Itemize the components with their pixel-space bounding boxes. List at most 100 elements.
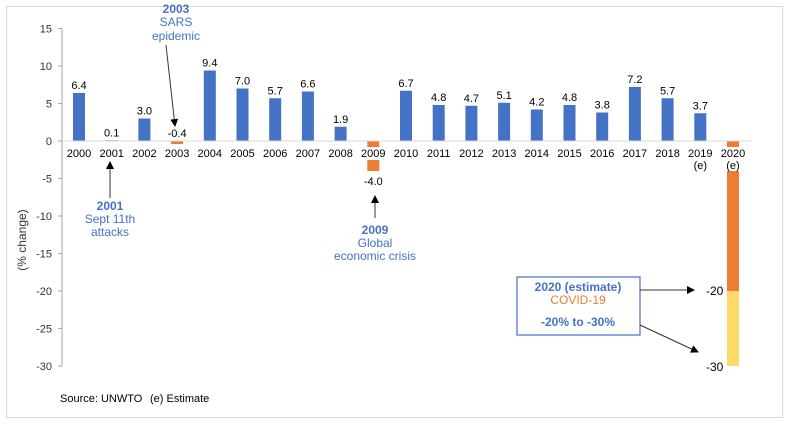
annotation-2001-line1: Sept 11th xyxy=(85,212,135,226)
x-tick-label-bg xyxy=(556,147,583,160)
source-text: Source: UNWTO xyxy=(60,393,143,405)
x-tick-label-bg xyxy=(491,147,518,160)
x-tick-label-bg xyxy=(720,147,746,171)
bar-2007 xyxy=(301,91,314,141)
bar-2020-estimate-range xyxy=(727,291,739,366)
annotation-2009-title: 2009 xyxy=(362,223,389,237)
bar-2005 xyxy=(236,88,249,141)
bar-2020-estimate-low xyxy=(727,141,739,291)
x-tick-label-2014: 2014 xyxy=(525,148,549,160)
x-tick-suffix-2020: (e) xyxy=(726,160,739,172)
chart-frame xyxy=(6,6,783,418)
data-label-2014: 4.2 xyxy=(529,97,544,109)
data-label-2007: 6.6 xyxy=(300,79,315,91)
x-tick-label-2016: 2016 xyxy=(590,148,614,160)
x-tick-label-bg xyxy=(164,147,191,160)
x-tick-label-bg xyxy=(131,147,158,160)
y-tick-label: 5 xyxy=(46,99,52,111)
bar-2018 xyxy=(661,98,674,141)
callout-subtitle: COVID-19 xyxy=(550,293,606,307)
x-tick-label-bg xyxy=(66,147,92,160)
x-tick-label-2017: 2017 xyxy=(623,148,647,160)
estimate-note: (e) Estimate xyxy=(150,393,209,405)
annotation-2009: 2009 Global economic crisis xyxy=(334,223,416,263)
x-tick-suffix-2019: (e) xyxy=(694,160,707,172)
y-axis-label-clipped: (millions) xyxy=(5,216,19,264)
arrow-to-minus-30 xyxy=(639,324,699,353)
x-tick-label-bg xyxy=(196,147,223,160)
bar-2012 xyxy=(465,105,478,141)
y-tick-label: 10 xyxy=(40,61,52,73)
annotation-2001: 2001 Sept 11th attacks xyxy=(85,199,135,239)
x-tick-label-2001: 2001 xyxy=(99,148,123,160)
bar-2008 xyxy=(334,126,347,141)
label-minus-30: -30 xyxy=(706,360,724,374)
data-label-2012: 4.7 xyxy=(464,93,479,105)
y-axis-label: (% change) xyxy=(15,209,29,270)
bar-2003 xyxy=(171,141,184,144)
annotation-2009-line1: Global xyxy=(358,236,393,250)
y-tick-label: -15 xyxy=(36,249,52,261)
x-tick-label-bg xyxy=(294,147,321,160)
x-tick-label-2012: 2012 xyxy=(459,148,483,160)
x-tick-label-bg xyxy=(589,147,616,160)
data-label-2019: 3.7 xyxy=(693,100,708,112)
x-tick-label-2008: 2008 xyxy=(328,148,352,160)
x-tick-label-bg xyxy=(262,147,289,160)
y-tick-label: 15 xyxy=(40,24,52,36)
x-tick-label-2018: 2018 xyxy=(655,148,679,160)
data-label-2005: 7.0 xyxy=(235,76,250,88)
x-tick-label-2002: 2002 xyxy=(132,148,156,160)
callout-range: -20% to -30% xyxy=(541,315,615,329)
x-tick-label-2005: 2005 xyxy=(230,148,254,160)
x-tick-label-2004: 2004 xyxy=(198,148,222,160)
x-tick-label-bg xyxy=(458,147,485,160)
x-tick-label-2010: 2010 xyxy=(394,148,418,160)
data-label-2017: 7.2 xyxy=(627,74,642,86)
covid-callout-box xyxy=(516,276,641,336)
x-tick-label-bg xyxy=(98,147,125,160)
data-label-2006: 5.7 xyxy=(268,85,283,97)
x-tick-label-2019: 2019 xyxy=(688,148,712,160)
data-label-2011: 4.8 xyxy=(431,92,446,104)
data-label-2013: 5.1 xyxy=(496,90,511,102)
bar-2019 xyxy=(694,113,707,141)
bar-2017 xyxy=(628,87,641,141)
data-label-2015: 4.8 xyxy=(562,92,577,104)
y-tick-label: -30 xyxy=(36,361,52,373)
bar-2004 xyxy=(203,70,216,141)
bar-2000 xyxy=(73,93,85,141)
data-label-2001: 0.1 xyxy=(104,127,119,139)
data-label-2018: 5.7 xyxy=(660,85,675,97)
x-tick-label-bg xyxy=(425,147,452,160)
y-tick-label: -20 xyxy=(36,286,52,298)
bar-2006 xyxy=(269,98,282,141)
annotation-2001-title: 2001 xyxy=(97,199,124,213)
annotation-2003-title: 2003 xyxy=(163,2,190,16)
bar-2015 xyxy=(563,105,576,141)
callout-title: 2020 (estimate) xyxy=(535,280,622,294)
x-tick-label-bg xyxy=(523,147,550,160)
x-tick-label-bg xyxy=(393,147,419,160)
y-tick-label: -25 xyxy=(36,324,52,336)
arrow-2003 xyxy=(165,44,179,127)
x-tick-label-2020: 2020 xyxy=(721,148,745,160)
data-label-2002: 3.0 xyxy=(137,106,152,118)
bar-2013 xyxy=(498,102,511,141)
x-tick-label-2000: 2000 xyxy=(67,148,91,160)
y-tick-label: 0 xyxy=(46,136,52,148)
y-tick-label: -5 xyxy=(42,174,52,186)
annotation-2003: 2003 SARS epidemic xyxy=(152,2,200,43)
x-tick-label-bg xyxy=(327,147,354,160)
data-label-2010: 6.7 xyxy=(398,78,413,90)
data-label-2009: -4.0 xyxy=(364,176,383,188)
y-tick-label: -10 xyxy=(36,211,52,223)
x-tick-label-bg xyxy=(621,147,648,160)
annotation-2003-line2: epidemic xyxy=(152,29,200,43)
bar-2011 xyxy=(432,105,445,141)
bar-2014 xyxy=(530,109,543,141)
bar-2016 xyxy=(596,112,609,141)
x-tick-label-bg xyxy=(229,147,256,160)
annotation-2001-line2: attacks xyxy=(91,225,129,239)
